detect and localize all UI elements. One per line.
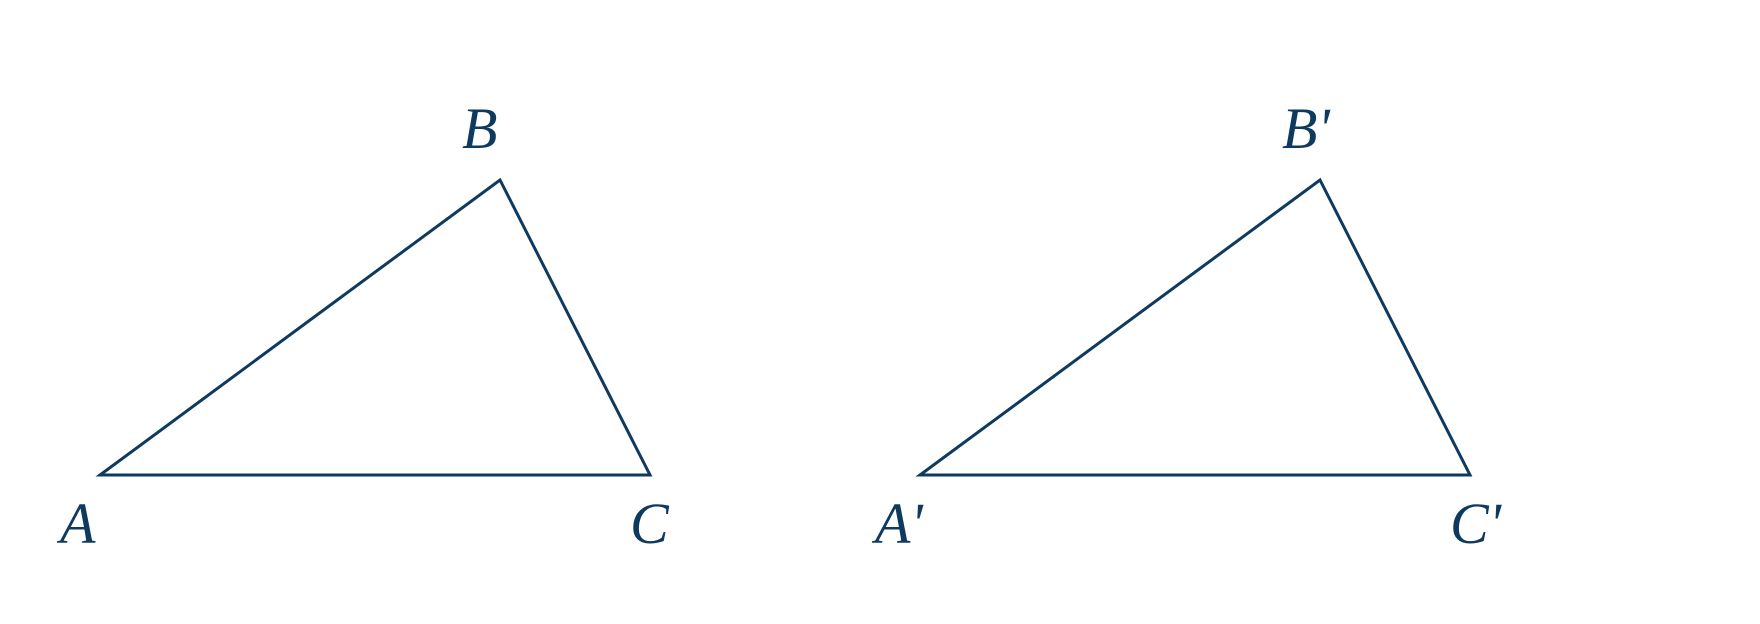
vertex-label-a-prime: A' bbox=[875, 490, 923, 557]
triangle-a-prime-b-prime-c-prime bbox=[920, 180, 1470, 475]
vertex-label-c: C bbox=[630, 490, 669, 557]
triangle-abc bbox=[100, 180, 650, 475]
vertex-label-b: B bbox=[462, 95, 497, 162]
vertex-label-c-prime: C' bbox=[1450, 490, 1501, 557]
vertex-label-b-prime: B' bbox=[1282, 95, 1330, 162]
vertex-label-a: A bbox=[60, 490, 95, 557]
